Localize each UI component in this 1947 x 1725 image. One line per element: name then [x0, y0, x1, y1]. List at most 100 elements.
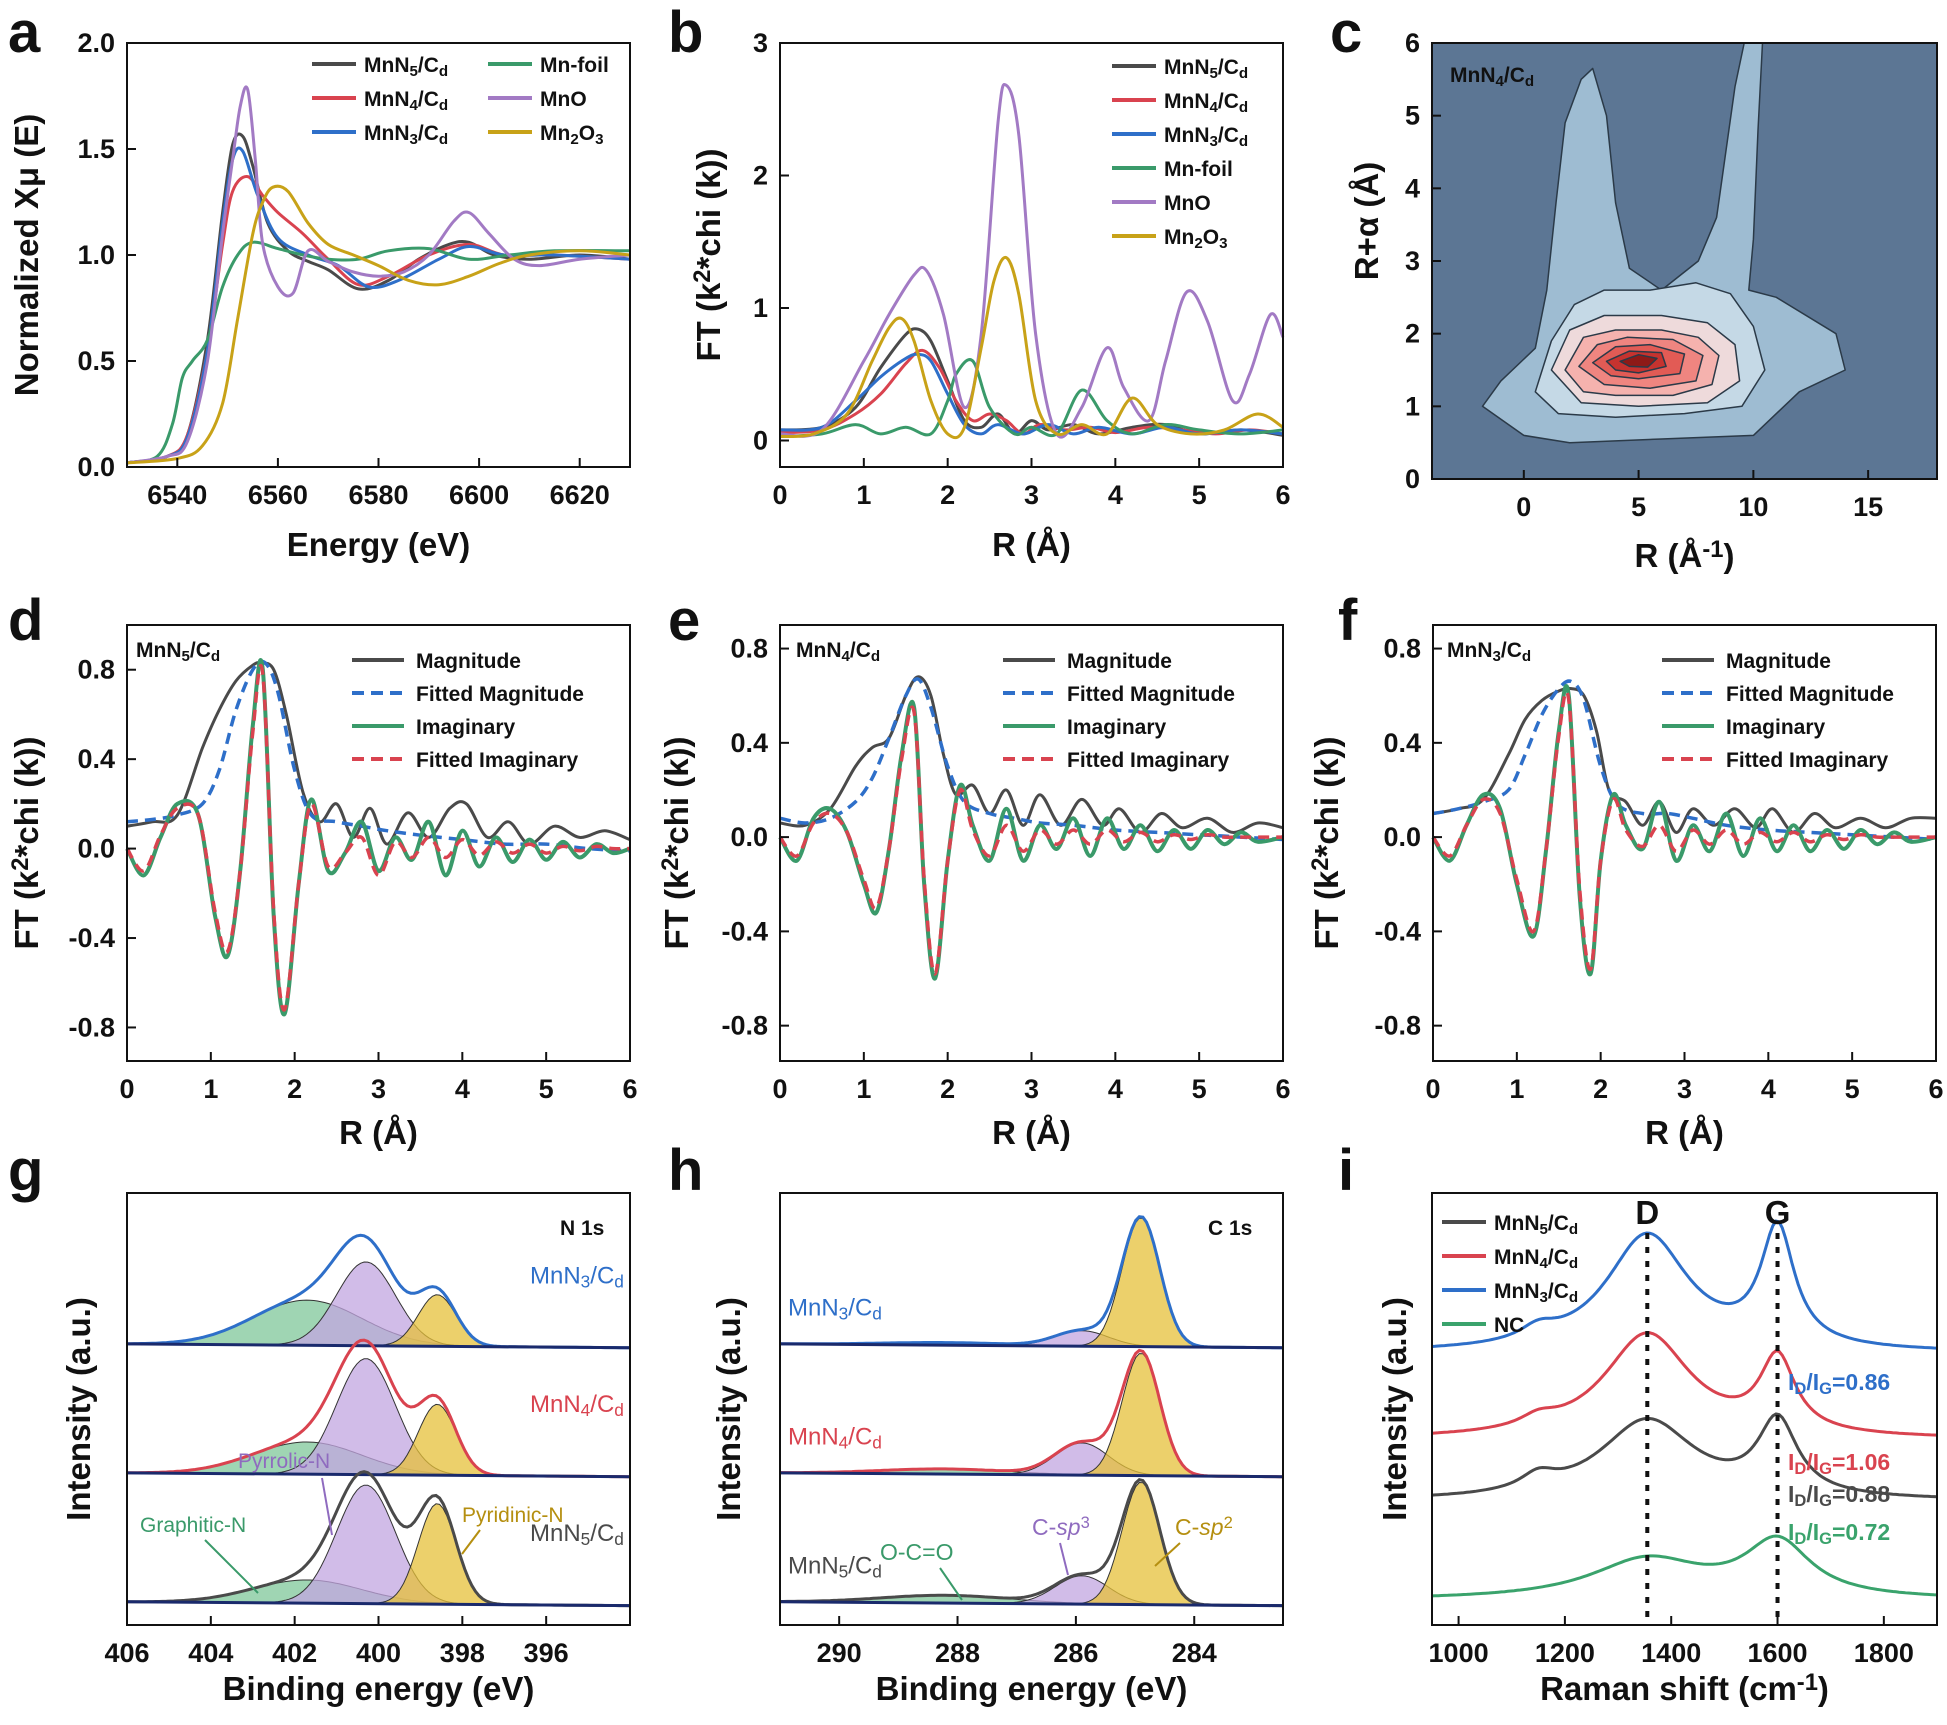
x-tick-label: 6	[622, 1074, 637, 1104]
panel-label-c: c	[1330, 0, 1362, 65]
annotation-graphitic-n-arrow	[204, 1539, 259, 1594]
x-tick-label: 398	[440, 1638, 485, 1668]
legend-b-4-label: MnO	[1164, 192, 1211, 215]
legend-d-label-1: Fitted Magnitude	[416, 683, 584, 706]
x-axis-title: R (Å-1)	[1635, 536, 1735, 574]
y-tick-label: -0.4	[721, 916, 768, 946]
annotation-o-c-o-arrow	[939, 1567, 963, 1601]
legend-e-label-3: Fitted Imaginary	[1067, 749, 1230, 772]
legend-a-5-label: Mn2O3	[540, 122, 603, 148]
xps-sample-label-MnN5/Cd: MnN5/Cd	[530, 1520, 624, 1549]
x-tick-label: 2	[940, 480, 955, 510]
x-tick-label: 6	[1275, 480, 1290, 510]
y-tick-label: 0.0	[77, 452, 115, 482]
y-axis-title: FT (k2*chi (k))	[1307, 736, 1345, 949]
xps-sample-label-MnN4/Cd: MnN4/Cd	[530, 1391, 624, 1420]
xps-baseline-MnN5/Cd	[779, 1600, 1284, 1608]
panel-label-a: a	[8, 0, 41, 65]
legend-b-0-label: MnN5/Cd	[1164, 56, 1248, 82]
ratio-label-NC: ID/IG=0.72	[1788, 1519, 1890, 1548]
annotation-pyrrolic-n: Pyrrolic-N	[238, 1450, 330, 1473]
legend-a-4-label: MnN3/Cd	[364, 122, 448, 148]
x-tick-label: 3	[371, 1074, 386, 1104]
x-tick-label: 0	[119, 1074, 134, 1104]
x-tick-label: 15	[1853, 492, 1883, 522]
x-tick-label: 6	[1275, 1074, 1290, 1104]
y-tick-label: 0.0	[730, 822, 768, 852]
line-series-fitted-imaginary	[125, 663, 631, 1012]
x-tick-label: 4	[455, 1074, 470, 1104]
x-tick-label: 402	[272, 1638, 317, 1668]
x-tick-label: 0	[772, 480, 787, 510]
line-series-Mn-foil	[779, 358, 1284, 438]
x-tick-label: 3	[1024, 480, 1039, 510]
y-tick-label: 5	[1405, 101, 1420, 131]
y-tick-label: 0.4	[77, 744, 115, 774]
legend-e-label-1: Fitted Magnitude	[1067, 683, 1235, 706]
y-tick-label: 1	[1405, 391, 1420, 421]
y-tick-label: 0	[753, 426, 768, 456]
x-tick-label: 1400	[1641, 1638, 1701, 1668]
xps-region-label: N 1s	[560, 1217, 604, 1240]
sample-label: MnN5/Cd	[136, 639, 220, 665]
annotation-pyrrolic-n-arrow	[321, 1477, 333, 1536]
x-tick-label: 2	[940, 1074, 955, 1104]
xps-baseline-MnN4/Cd	[779, 1471, 1284, 1479]
y-tick-label: 2	[1405, 319, 1420, 349]
legend-i-0-label: MnN5/Cd	[1494, 1212, 1578, 1238]
x-tick-label: 1800	[1854, 1638, 1914, 1668]
sample-label: MnN4/Cd	[796, 639, 880, 665]
legend-f-label-3: Fitted Imaginary	[1726, 749, 1889, 772]
y-tick-label: 0.0	[1383, 822, 1421, 852]
contour-peak	[1619, 353, 1658, 368]
line-series-Mn-foil	[126, 240, 631, 465]
line-series-fitted-magnitude	[126, 659, 631, 853]
x-tick-label: 396	[524, 1638, 569, 1668]
y-tick-label: 4	[1405, 173, 1420, 203]
x-tick-label: 5	[1845, 1074, 1860, 1104]
ratio-label-MnN5/Cd: ID/IG=0.88	[1788, 1481, 1890, 1510]
line-series-imaginary	[1431, 684, 1937, 977]
legend-b-2-label: MnN3/Cd	[1164, 124, 1248, 150]
line-series-MnN4/Cd	[126, 175, 631, 465]
panel-label-d: d	[8, 588, 43, 653]
xps-baseline-MnN3/Cd	[779, 1342, 1284, 1350]
line-series-fitted-imaginary	[778, 705, 1283, 976]
y-tick-label: 2	[753, 161, 768, 191]
annotation-graphitic-n: Graphitic-N	[140, 1514, 246, 1537]
y-tick-label: 0.8	[77, 655, 115, 685]
legend-f-label-1: Fitted Magnitude	[1726, 683, 1894, 706]
legend-a-2-label: MnN4/Cd	[364, 88, 448, 114]
y-tick-label: 3	[1405, 246, 1420, 276]
y-tick-label: 3	[753, 28, 768, 58]
x-tick-label: 6620	[550, 480, 610, 510]
xps-baseline-MnN4/Cd	[126, 1471, 631, 1479]
inset-sample-label: MnN4/Cd	[1450, 64, 1534, 90]
legend-b-1-label: MnN4/Cd	[1164, 90, 1248, 116]
y-tick-label: 6	[1405, 28, 1420, 58]
x-tick-label: 1200	[1535, 1638, 1595, 1668]
y-tick-label: 0.4	[1383, 728, 1421, 758]
xps-sample-label-MnN3/Cd: MnN3/Cd	[530, 1262, 624, 1291]
y-axis-title: Intensity (a.u.)	[60, 1297, 97, 1521]
x-tick-label: 0	[1425, 1074, 1440, 1104]
x-tick-label: 284	[1172, 1638, 1217, 1668]
y-axis-title: FT (k2*chi (k))	[689, 148, 727, 361]
annotation-c-sp3: C-sp3	[1032, 1513, 1090, 1540]
legend-i-3-label: NC	[1494, 1314, 1524, 1337]
x-tick-label: 1	[1509, 1074, 1524, 1104]
y-tick-label: 1.5	[77, 134, 115, 164]
xps-component-C-sp2-MnN5/Cd	[780, 1481, 1284, 1607]
y-axis-title: Normalized Xμ (E)	[8, 114, 45, 396]
legend-d-label-0: Magnitude	[416, 650, 521, 673]
x-tick-label: 2	[1593, 1074, 1608, 1104]
x-tick-label: 3	[1677, 1074, 1692, 1104]
xps-baseline-MnN5/Cd	[126, 1600, 631, 1608]
x-axis-title: Binding energy (eV)	[223, 1670, 535, 1707]
legend-d-label-3: Fitted Imaginary	[416, 749, 579, 772]
x-tick-label: 1600	[1747, 1638, 1807, 1668]
x-axis-title: R (Å)	[992, 1114, 1071, 1151]
raman-series-MnN4/Cd	[1431, 1331, 1938, 1437]
xps-region-label: C 1s	[1208, 1217, 1252, 1240]
x-tick-label: 404	[188, 1638, 233, 1668]
